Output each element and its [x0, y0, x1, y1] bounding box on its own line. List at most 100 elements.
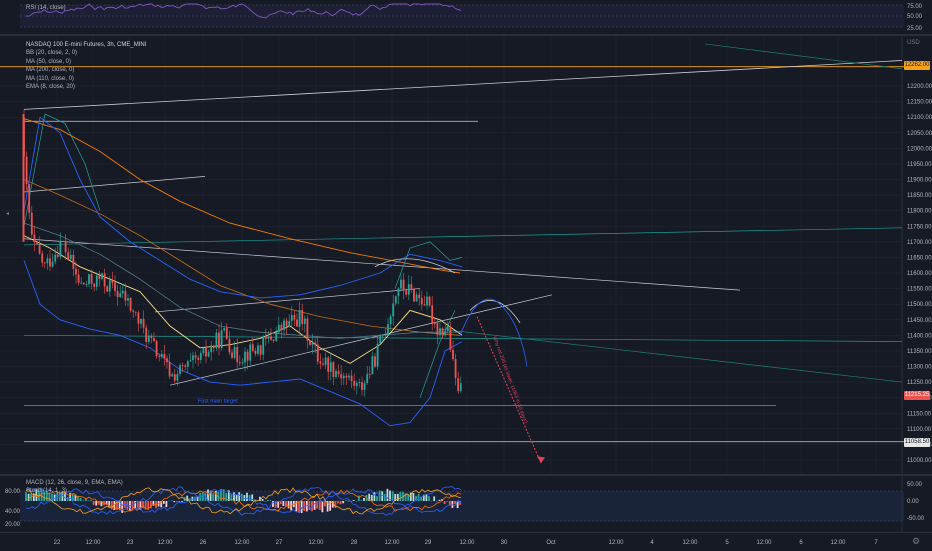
macd-bar-117 — [329, 501, 332, 511]
macd-bar-56 — [170, 500, 173, 501]
macd-bar-104 — [295, 501, 298, 512]
legend-stoch[interactable]: Stoch (14, 1, 3) — [26, 488, 68, 495]
candle-body-37 — [119, 293, 122, 298]
candle-body-121 — [337, 371, 340, 375]
collapse-arrow-icon[interactable]: ◂ — [6, 211, 10, 217]
macd-bar-36 — [118, 501, 121, 510]
price-tick: 12050.00 — [907, 131, 932, 137]
legend-ma110[interactable]: MA (110, close, 0) — [26, 75, 74, 82]
ma200-line — [23, 118, 461, 274]
pane-separator-1[interactable] — [0, 34, 932, 36]
macd-bar-49 — [152, 501, 155, 506]
macd-bar-45 — [142, 501, 144, 509]
candle-body-27 — [93, 283, 96, 287]
macd-bar-90 — [259, 496, 261, 501]
legend-symbol[interactable]: NASDAQ 100 E-mini Futures, 3h, CME_MINI — [26, 42, 147, 48]
candle-body-10 — [49, 258, 51, 267]
macd-bar-59 — [178, 501, 181, 503]
macd-bar-85 — [246, 492, 248, 501]
legend-ema[interactable]: EMA (8, close, 20) — [26, 84, 76, 91]
candle-body-56 — [168, 362, 171, 377]
signal-line — [25, 489, 462, 513]
legend-bb[interactable]: BB (20, close, 2, 0) — [26, 50, 78, 57]
bb-green-3 — [419, 310, 456, 398]
macd-tick: -50.00 — [907, 516, 925, 522]
macd-bar-10 — [51, 493, 53, 501]
macd-bar-76 — [222, 489, 225, 501]
price-tick: 11350.00 — [907, 349, 932, 355]
candle-body-164 — [449, 326, 452, 350]
macd-bar-92 — [264, 500, 267, 502]
candle-body-3 — [30, 212, 33, 235]
bb-green-2 — [394, 241, 463, 289]
rsi-legend: RSI (14, close) — [26, 5, 66, 11]
time-label-8: 28 — [351, 540, 358, 546]
candle-body-110 — [309, 340, 311, 345]
candle-body-133 — [368, 374, 371, 375]
macd-bar-35 — [116, 501, 118, 510]
macd-tick: 50.00 — [907, 482, 923, 488]
candle-body-25 — [88, 274, 90, 285]
candle-body-147 — [405, 290, 408, 295]
price-pane[interactable]: 12200.00 12150.00 12100.00 12050.00 12000.00… — [0, 36, 932, 474]
macd-pane[interactable]: 50.00 0.00 -50.00 80.00 40.00 20.00 MACD (12,… — [0, 476, 932, 532]
macd-bar-130 — [363, 497, 365, 501]
candle-body-11 — [51, 261, 54, 267]
legend-ma200[interactable]: MA (200, close, 0) — [26, 67, 75, 74]
candle-body-39 — [124, 290, 127, 301]
ema8-line — [23, 235, 463, 364]
time-axis[interactable]: 22 12:00 23 12:00 26 12:00 27 12:00 28 12:00 29 12:… — [0, 532, 932, 551]
settings-gear-icon[interactable]: ⚙ — [912, 536, 921, 546]
candle-body-100 — [283, 320, 285, 330]
candle-body-44 — [137, 312, 140, 324]
macd-bar-19 — [74, 494, 77, 501]
candle-body-52 — [158, 356, 161, 358]
macd-bar-124 — [347, 500, 350, 502]
rsi-pane[interactable]: 75.00 50.00 25.00 RSI (14, close) — [0, 0, 932, 34]
macd-bar-6 — [40, 488, 43, 501]
candle-body-130 — [361, 382, 363, 390]
candle-body-160 — [439, 328, 441, 336]
candle-body-79 — [228, 338, 231, 353]
macd-bar-81 — [235, 495, 238, 501]
candle-body-141 — [389, 316, 392, 325]
candle-body-31 — [103, 273, 106, 287]
time-label-13: Oct — [546, 540, 556, 546]
candle-body-5 — [36, 241, 38, 245]
projection-arrow-line — [476, 316, 542, 464]
price-tick: 12150.00 — [907, 100, 932, 106]
macd-bar-107 — [303, 501, 306, 511]
macd-bar-47 — [147, 501, 150, 510]
macd-bar-72 — [212, 493, 215, 501]
candle-body-67 — [197, 357, 200, 360]
candle-body-45 — [140, 318, 142, 324]
currency-label[interactable]: USD — [907, 40, 920, 46]
legend-ma50[interactable]: MA (50, close, 0) — [26, 58, 72, 65]
candle-body-4 — [33, 234, 36, 242]
legend-macd[interactable]: MACD (12, 26, close, 9, EMA, EMA) — [26, 480, 123, 486]
macd-bar-120 — [337, 501, 339, 504]
macd-bar-20 — [77, 495, 79, 501]
macd-bar-12 — [56, 492, 59, 501]
macd-bar-68 — [201, 491, 204, 501]
channel-bottom — [169, 294, 553, 386]
price-tick: 11100.00 — [907, 427, 932, 433]
candle-body-125 — [348, 375, 350, 378]
macd-bar-157 — [433, 496, 436, 501]
macd-bar-137 — [381, 491, 384, 501]
price-tick: 11450.00 — [907, 318, 932, 324]
candle-body-162 — [444, 330, 447, 336]
pane-separator-2[interactable] — [0, 474, 932, 476]
candle-body-103 — [290, 315, 293, 321]
macd-bar-23 — [84, 498, 87, 501]
candle-body-140 — [387, 324, 389, 335]
macd-bar-75 — [220, 489, 222, 501]
candle-body-167 — [457, 378, 460, 392]
macd-bar-82 — [238, 492, 241, 501]
price-chart: 12200.00 12150.00 12100.00 12050.00 12000.00… — [0, 36, 932, 474]
macd-bar-54 — [165, 501, 168, 508]
price-tick: 11400.00 — [907, 333, 932, 339]
candle-body-84 — [241, 362, 244, 364]
candle-body-150 — [413, 289, 415, 302]
candle-body-114 — [319, 361, 322, 364]
